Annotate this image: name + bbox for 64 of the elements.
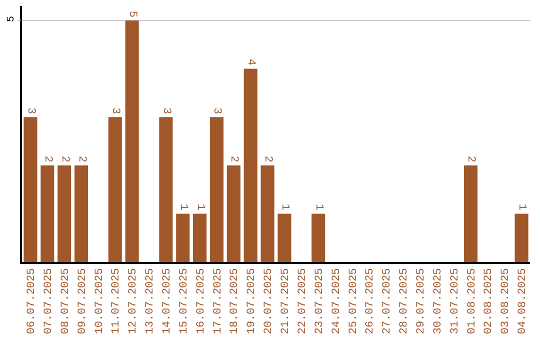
bar: [58, 165, 72, 262]
bar: [244, 68, 258, 262]
bar: [226, 165, 240, 262]
x-tick-label: 25.07.2025: [348, 268, 360, 334]
bar: [108, 117, 122, 262]
bar: [464, 165, 478, 262]
bar: [210, 117, 224, 262]
x-tick-label: 27.07.2025: [382, 268, 394, 334]
data-label: 3: [160, 107, 172, 114]
bar: [312, 214, 326, 262]
x-tick-label: 31.07.2025: [449, 268, 462, 334]
x-tick-label: 01.08.2025: [466, 268, 478, 334]
bar: [514, 214, 528, 262]
bar: [125, 20, 139, 262]
x-tick-label: 30.07.2025: [432, 268, 444, 334]
x-tick-label: 23.07.2025: [314, 268, 326, 334]
bar: [278, 214, 292, 262]
bar: [159, 117, 173, 262]
data-label: 3: [109, 107, 122, 114]
x-tick-label: 09.07.2025: [76, 268, 89, 334]
x-tick-label: 03.08.2025: [500, 268, 512, 334]
data-label: 2: [228, 156, 240, 162]
data-label: 1: [312, 204, 324, 211]
x-tick-label: 02.08.2025: [483, 268, 496, 334]
bar: [40, 165, 54, 262]
bar: [176, 214, 190, 262]
x-tick-label: 29.07.2025: [416, 268, 428, 334]
x-tick-label: 10.07.2025: [94, 268, 106, 334]
x-tick-label: 28.07.2025: [398, 268, 411, 334]
data-label: 1: [516, 204, 528, 211]
data-label: 1: [194, 204, 206, 211]
data-label: 1: [278, 204, 290, 211]
x-tick-label: 20.07.2025: [263, 268, 276, 334]
x-tick-label: 11.07.2025: [110, 268, 123, 334]
x-tick-label: 07.07.2025: [42, 268, 55, 334]
data-label: 4: [244, 58, 257, 66]
data-label: 5: [126, 10, 138, 18]
x-tick-label: 22.07.2025: [296, 268, 309, 334]
x-tick-label: 04.08.2025: [517, 268, 530, 334]
data-label: 2: [464, 156, 477, 162]
bar: [74, 165, 88, 262]
x-tick-label: 15.07.2025: [178, 268, 190, 334]
x-tick-label: 16.07.2025: [195, 268, 208, 334]
x-tick-label: 24.07.2025: [330, 268, 343, 334]
bar: [24, 117, 38, 262]
x-tick-label: 26.07.2025: [364, 268, 377, 334]
x-tick-label: 12.07.2025: [128, 268, 140, 334]
x-tick-label: 13.07.2025: [144, 268, 157, 334]
data-label: 2: [75, 156, 88, 162]
x-tick-label: 19.07.2025: [246, 268, 258, 334]
data-label: 2: [262, 156, 274, 162]
x-tick-label: 17.07.2025: [212, 268, 224, 334]
bar: [260, 165, 274, 262]
x-tick-label: 06.07.2025: [26, 268, 38, 334]
x-tick-label: 14.07.2025: [162, 268, 174, 334]
x-tick-label: 18.07.2025: [229, 268, 242, 334]
data-label: 3: [210, 107, 223, 114]
data-label: 3: [24, 107, 36, 114]
x-tick-label: 21.07.2025: [280, 268, 292, 334]
data-label: 2: [58, 156, 70, 162]
data-label: 1: [176, 204, 189, 211]
x-tick-label: 08.07.2025: [60, 268, 72, 334]
bar: [193, 214, 207, 262]
data-label: 2: [41, 156, 54, 162]
